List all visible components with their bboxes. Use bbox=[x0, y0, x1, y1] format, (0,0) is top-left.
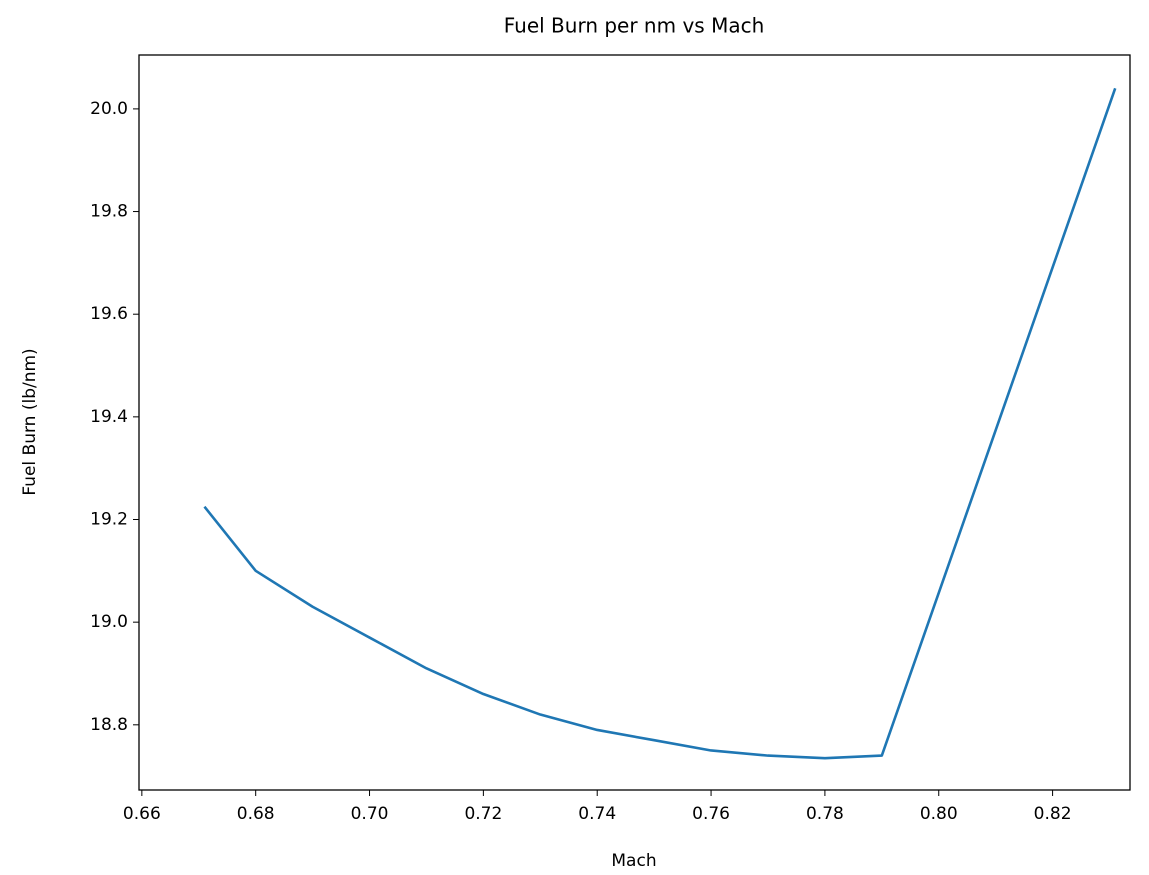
y-tick-label: 19.6 bbox=[90, 304, 128, 324]
chart-title: Fuel Burn per nm vs Mach bbox=[504, 14, 765, 38]
line-series bbox=[203, 87, 1117, 760]
x-tick-label: 0.72 bbox=[464, 804, 502, 824]
x-axis-label: Mach bbox=[611, 851, 656, 871]
plot-frame bbox=[138, 54, 1131, 791]
y-axis-label: Fuel Burn (lb/nm) bbox=[20, 348, 40, 495]
x-tick-label: 0.80 bbox=[920, 804, 958, 824]
y-tick-label: 19.4 bbox=[90, 407, 128, 427]
x-tick-label: 0.78 bbox=[806, 804, 844, 824]
y-tick-label: 18.8 bbox=[90, 715, 128, 735]
x-tick-label: 0.82 bbox=[1034, 804, 1072, 824]
x-tick-label: 0.74 bbox=[578, 804, 616, 824]
x-tick-label: 0.68 bbox=[237, 804, 275, 824]
y-tick-label: 19.0 bbox=[90, 612, 128, 632]
x-tick-label: 0.70 bbox=[351, 804, 389, 824]
y-tick-label: 19.8 bbox=[90, 202, 128, 222]
y-tick-label: 19.2 bbox=[90, 510, 128, 530]
x-tick-label: 0.76 bbox=[692, 804, 730, 824]
y-tick-label: 20.0 bbox=[90, 99, 128, 119]
x-tick-label: 0.66 bbox=[123, 804, 161, 824]
